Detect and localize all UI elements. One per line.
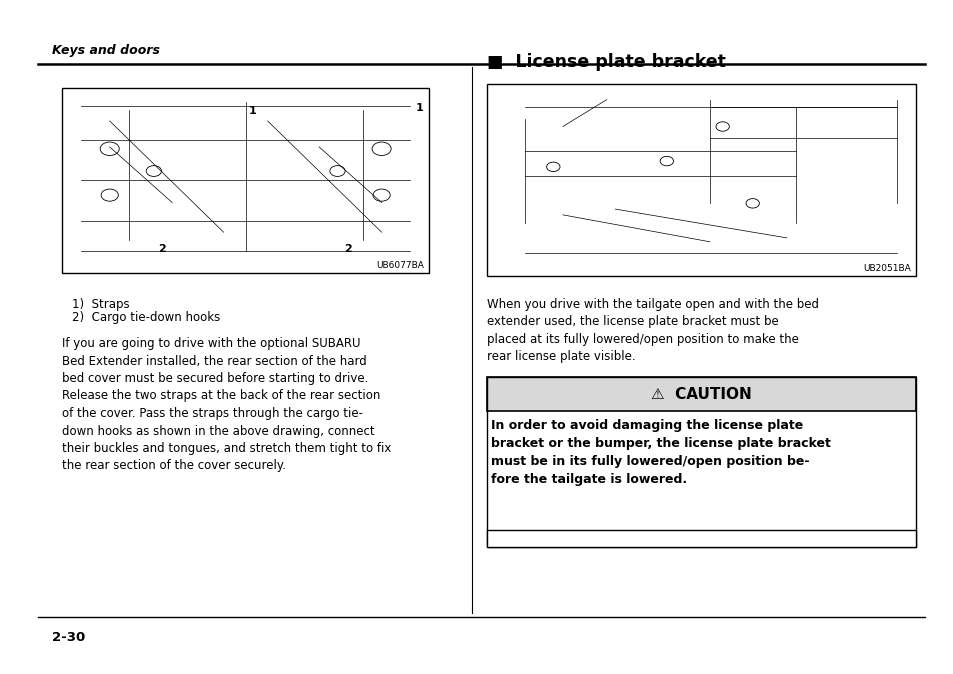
Bar [486,377,915,547]
Text: UB6077BA: UB6077BA [376,261,424,270]
Text: 2)  Cargo tie-down hooks: 2) Cargo tie-down hooks [71,311,219,324]
Text: In order to avoid damaging the license plate
bracket or the bumper, the license : In order to avoid damaging the license p… [491,419,830,486]
Text: Keys and doors: Keys and doors [52,44,160,57]
Text: ⚠  CAUTION: ⚠ CAUTION [650,387,751,402]
Text: When you drive with the tailgate open and with the bed
extender used, the licens: When you drive with the tailgate open an… [486,298,818,363]
Text: 1: 1 [249,106,256,116]
Bar [486,530,915,547]
Text: 2: 2 [158,245,166,254]
Bar [486,377,915,411]
Text: 1)  Straps: 1) Straps [71,298,129,311]
Text: ■  License plate bracket: ■ License plate bracket [486,53,724,71]
Text: 1: 1 [416,103,423,113]
Text: 2: 2 [344,245,352,254]
Text: 2-30: 2-30 [52,631,86,644]
Bar [486,84,915,276]
Text: If you are going to drive with the optional SUBARU
Bed Extender installed, the r: If you are going to drive with the optio… [62,337,391,472]
Text: UB2051BA: UB2051BA [862,264,910,273]
Bar [62,88,429,273]
